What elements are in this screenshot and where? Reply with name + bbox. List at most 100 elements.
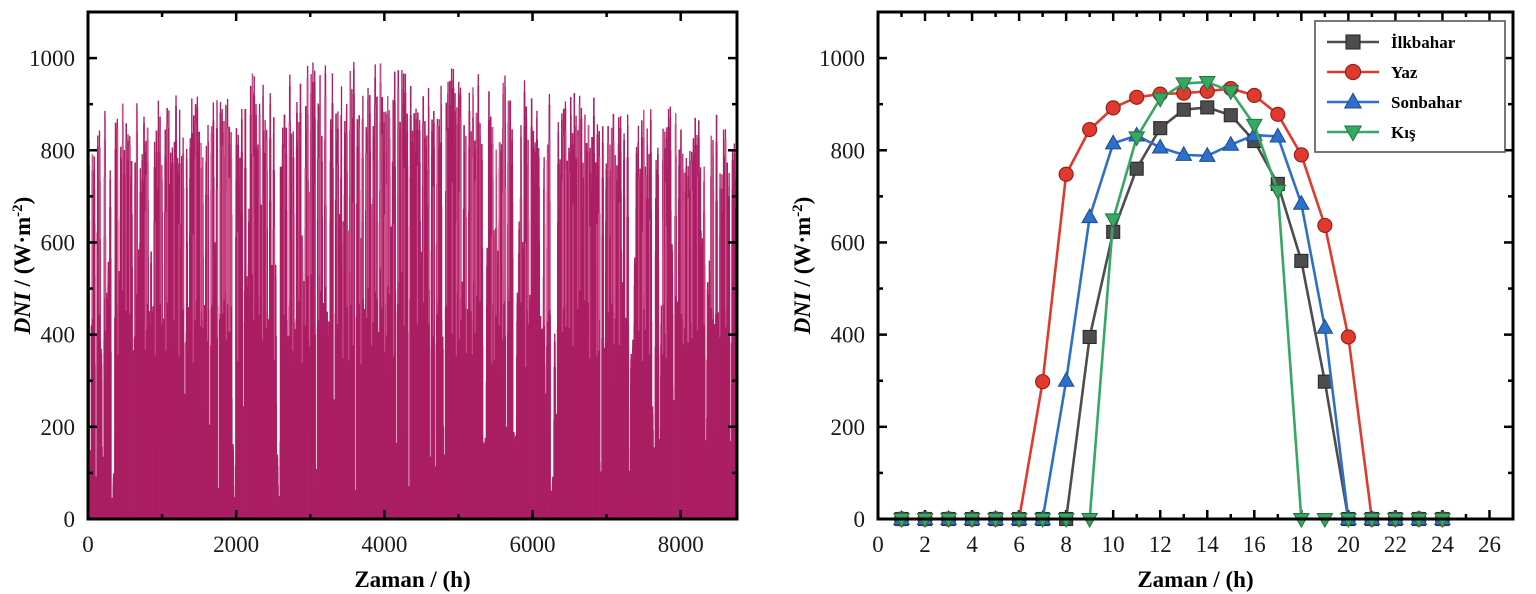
legend[interactable]: İlkbahar Yaz Sonbahar Kış bbox=[1314, 20, 1506, 153]
x-tick-label: 22 bbox=[1384, 532, 1407, 557]
legend-entry[interactable]: Kış bbox=[1327, 123, 1416, 142]
y-tick-label: 1000 bbox=[29, 46, 75, 71]
legend-entry[interactable]: İlkbahar bbox=[1327, 33, 1456, 52]
y-tick-label: 400 bbox=[831, 323, 866, 348]
data-point-marker bbox=[1081, 207, 1099, 224]
legend-entry-label: Yaz bbox=[1391, 63, 1418, 82]
data-point-marker bbox=[1269, 184, 1287, 200]
bar-series-dni bbox=[87, 61, 738, 519]
data-point-marker bbox=[1175, 145, 1193, 161]
data-point-marker bbox=[1151, 138, 1169, 154]
y-axis-separator: / bbox=[790, 274, 815, 292]
data-point-marker bbox=[1223, 108, 1238, 123]
x-axis-title: Zaman / (h) bbox=[354, 567, 470, 592]
x-tick-label: 10 bbox=[1102, 532, 1125, 557]
plot-frame bbox=[86, 10, 739, 521]
legend-entry[interactable]: Yaz bbox=[1327, 63, 1418, 82]
data-point-marker bbox=[1058, 166, 1074, 182]
data-point-marker bbox=[1198, 76, 1216, 92]
x-tick-label: 2000 bbox=[213, 532, 259, 557]
x-tick-label: 14 bbox=[1196, 532, 1220, 557]
y-axis-symbol: DNI bbox=[10, 291, 35, 335]
x-tick-label: 24 bbox=[1431, 532, 1455, 557]
plot-frame bbox=[876, 10, 1515, 521]
y-tick-label: 200 bbox=[41, 415, 76, 440]
y-tick-label: 1000 bbox=[819, 46, 865, 71]
data-point-marker bbox=[1292, 194, 1310, 210]
x-tick-label: 0 bbox=[82, 532, 94, 557]
legend-marker-square bbox=[1345, 34, 1361, 50]
data-point-marker bbox=[1035, 374, 1051, 390]
x-tick-label: 20 bbox=[1337, 532, 1360, 557]
y-tick-label: 600 bbox=[831, 230, 866, 255]
y-tick-label: 0 bbox=[854, 507, 866, 532]
x-tick-label: 8000 bbox=[658, 532, 704, 557]
y-axis-unit-close: ) bbox=[10, 197, 35, 205]
y-tick-label: 0 bbox=[64, 507, 76, 532]
legend-marker-triangle-up bbox=[1343, 92, 1363, 109]
y-axis-unit: (W·m bbox=[10, 217, 35, 275]
x-axis-title: Zaman / (h) bbox=[1137, 567, 1253, 592]
legend-marker-circle bbox=[1344, 63, 1362, 81]
x-tick-label: 4000 bbox=[361, 532, 407, 557]
plot-area-annual: 0 200 400 600 800 1000 0 2000 4000 6000 8000 Zaman … bbox=[10, 10, 739, 592]
data-point-marker bbox=[1175, 77, 1193, 93]
y-tick-label: 800 bbox=[41, 138, 76, 163]
data-point-marker bbox=[1245, 118, 1263, 135]
y-axis-title: DNI / (W·m-2) bbox=[790, 197, 815, 336]
x-tick-label: 18 bbox=[1290, 532, 1313, 557]
y-axis-unit: (W·m bbox=[790, 217, 815, 275]
y-axis-unit-exponent: -2 bbox=[790, 204, 806, 217]
x-tick-label: 16 bbox=[1243, 532, 1266, 557]
data-point-marker bbox=[1176, 102, 1191, 117]
y-tick-label: 600 bbox=[41, 230, 76, 255]
data-point-marker bbox=[1128, 131, 1146, 147]
data-point-marker bbox=[1340, 329, 1356, 345]
data-point-marker bbox=[1316, 318, 1334, 334]
y-tick-label: 200 bbox=[831, 415, 866, 440]
data-point-marker bbox=[1294, 253, 1309, 268]
chart-panel-annual-dni: 0 200 400 600 800 1000 0 2000 4000 6000 8000 Zaman … bbox=[10, 10, 739, 592]
axis-ticks-annual: 0 200 400 600 800 1000 0 2000 4000 6000 8000 bbox=[29, 12, 737, 557]
x-tick-label: 6 bbox=[1013, 532, 1025, 557]
data-point-marker bbox=[1104, 134, 1122, 150]
y-axis-separator: / bbox=[10, 274, 35, 292]
data-point-marker bbox=[1151, 92, 1169, 108]
data-point-marker bbox=[1104, 213, 1122, 229]
data-point-marker bbox=[1246, 87, 1262, 103]
data-point-marker bbox=[1129, 89, 1145, 105]
data-point-marker bbox=[1057, 371, 1075, 387]
x-tick-label: 6000 bbox=[510, 532, 556, 557]
legend-entry[interactable]: Sonbahar bbox=[1327, 92, 1462, 112]
y-axis-symbol: DNI bbox=[790, 291, 815, 335]
y-tick-label: 400 bbox=[41, 323, 76, 348]
data-point-marker bbox=[1222, 135, 1240, 151]
data-point-marker bbox=[1269, 127, 1287, 143]
y-axis-unit-close: ) bbox=[790, 197, 815, 205]
y-tick-label: 800 bbox=[831, 138, 866, 163]
x-tick-label: 4 bbox=[966, 532, 978, 557]
legend-marker-triangle-down bbox=[1343, 125, 1363, 142]
data-point-marker bbox=[1153, 121, 1168, 136]
data-point-marker bbox=[1105, 100, 1121, 116]
legend-entry-label: Sonbahar bbox=[1391, 93, 1462, 112]
y-axis-unit-exponent: -2 bbox=[10, 204, 26, 217]
data-point-marker bbox=[1129, 161, 1144, 176]
data-point-marker bbox=[1317, 217, 1333, 233]
data-point-marker bbox=[1082, 121, 1098, 138]
y-axis-title: DNI / (W·m-2) bbox=[10, 197, 35, 336]
annual-dni-bar-chart: 0 200 400 600 800 1000 0 2000 4000 6000 8000 Zaman … bbox=[10, 10, 739, 592]
x-tick-label: 8 bbox=[1060, 532, 1072, 557]
x-tick-label: 26 bbox=[1478, 532, 1501, 557]
chart-panel-seasonal-dni: 0 200 400 600 800 1000 0 2 4 6 8 10 12 14 16 18 20 22 24 26… bbox=[768, 0, 1536, 594]
legend-entry-label: İlkbahar bbox=[1391, 33, 1456, 52]
data-point-marker bbox=[1270, 106, 1286, 122]
x-tick-label: 12 bbox=[1149, 532, 1172, 557]
data-point-marker bbox=[1082, 329, 1097, 344]
x-tick-label: 0 bbox=[872, 532, 884, 557]
data-point-marker bbox=[1198, 146, 1216, 162]
data-point-marker bbox=[1293, 147, 1309, 163]
